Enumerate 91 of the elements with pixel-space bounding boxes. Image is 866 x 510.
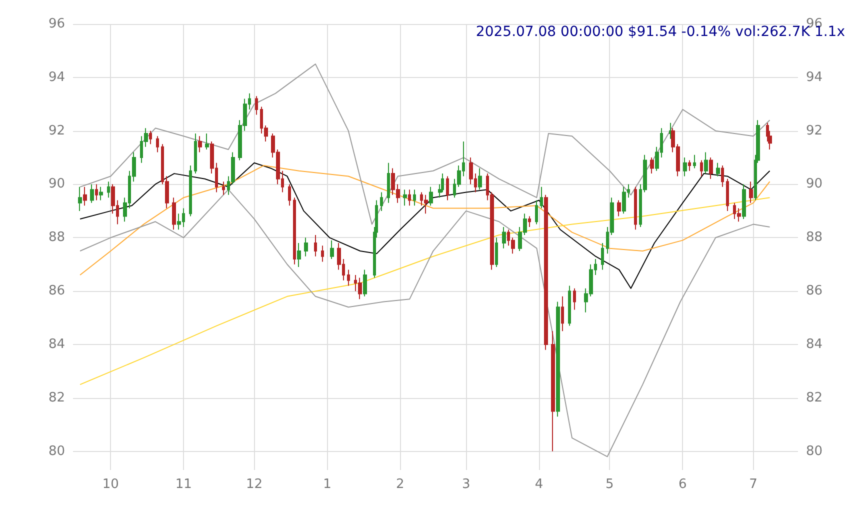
- candlestick: [413, 189, 416, 206]
- candlestick: [288, 184, 291, 206]
- candlestick: [321, 245, 324, 262]
- candlestick: [429, 186, 433, 206]
- candlestick: [297, 242, 301, 268]
- y2-tick-label: 80: [806, 444, 823, 459]
- candlestick: [528, 216, 531, 228]
- candlestick: [363, 269, 367, 297]
- line-series: [80, 197, 770, 386]
- candlestick: [502, 226, 506, 249]
- candlestick: [544, 194, 548, 350]
- candlestick: [601, 242, 604, 270]
- candlestick: [408, 189, 411, 206]
- candlestick: [205, 132, 209, 150]
- candlestick: [314, 234, 317, 257]
- candlestick: [107, 181, 110, 198]
- y-tick-label: 88: [48, 230, 65, 246]
- candlestick: [387, 162, 390, 204]
- candlestick: [556, 301, 560, 418]
- candlestick: [424, 194, 428, 214]
- x-tick-label: 10: [102, 477, 119, 492]
- x-tick-label: 5: [606, 477, 614, 492]
- candlestick: [709, 157, 713, 180]
- y2-tick-label: 88: [806, 230, 823, 246]
- y2-tick-label: 92: [806, 123, 823, 138]
- candlestick: [358, 277, 362, 300]
- x-tick-label: 6: [678, 477, 687, 492]
- candlestick: [347, 269, 350, 286]
- line-series: [80, 64, 770, 225]
- y2-tick-label: 90: [806, 176, 823, 192]
- x-tick-label: 3: [462, 477, 470, 492]
- candlestick: [622, 186, 626, 214]
- y-tick-label: 94: [48, 70, 65, 85]
- candlestick: [540, 186, 543, 209]
- candlestick: [716, 162, 720, 177]
- y-tick-label: 82: [48, 390, 65, 406]
- candlestick: [95, 184, 98, 201]
- y2-tick-label: 84: [806, 336, 823, 352]
- candlestick: [156, 136, 159, 153]
- candlestick: [561, 296, 564, 332]
- candlestick: [83, 186, 87, 206]
- y-tick-label: 80: [48, 444, 65, 459]
- candlestick: [149, 130, 152, 145]
- candlestick: [495, 237, 498, 268]
- candlestick: [293, 197, 296, 265]
- y-tick-label: 86: [48, 284, 65, 299]
- candlestick: [721, 165, 724, 188]
- candlestick: [222, 181, 225, 196]
- y2-tick-label: 82: [806, 390, 823, 406]
- candlestick: [726, 178, 729, 212]
- candlestick: [551, 330, 555, 452]
- candlestick: [189, 165, 192, 217]
- candlestick: [304, 237, 308, 257]
- candlestick: [172, 197, 176, 230]
- x-tick-label: 2: [396, 477, 404, 492]
- candlestick: [634, 186, 637, 230]
- x-tick-label: 1: [323, 477, 332, 492]
- candlestick: [683, 157, 687, 177]
- candlestick: [198, 136, 202, 153]
- candlestick: [650, 157, 654, 174]
- candlestick: [330, 240, 334, 260]
- y-tick-label: 84: [48, 336, 65, 352]
- candlestick: [255, 96, 258, 116]
- candlestick: [742, 184, 746, 220]
- x-tick-label: 11: [175, 477, 192, 492]
- candlestick: [617, 200, 621, 217]
- x-tick-label: 7: [749, 477, 758, 492]
- y-tick-label: 90: [48, 176, 65, 192]
- candlestick: [693, 154, 696, 169]
- y-tick-label: 96: [48, 16, 65, 32]
- candlestick: [704, 152, 708, 174]
- candlestick: [700, 160, 703, 177]
- y2-tick-label: 86: [806, 284, 823, 299]
- candlestick: [573, 288, 576, 310]
- candlestick: [688, 160, 691, 172]
- line-series: [80, 189, 770, 458]
- x-tick-label: 4: [534, 477, 544, 492]
- candlestick: [568, 285, 571, 326]
- candlestick: [403, 189, 407, 206]
- candlestick: [749, 181, 753, 204]
- candlestick: [99, 186, 103, 201]
- candlestick: [90, 184, 94, 204]
- candlestick: [78, 186, 82, 212]
- x-tick-label: 12: [246, 477, 263, 492]
- candlestick: [535, 200, 538, 225]
- candlestick: [194, 132, 197, 174]
- candlestick: [380, 192, 383, 212]
- y2-tick-label: 94: [806, 70, 823, 85]
- candlestick: [478, 168, 482, 190]
- y-tick-label: 92: [48, 123, 65, 138]
- candlestick: [446, 176, 449, 201]
